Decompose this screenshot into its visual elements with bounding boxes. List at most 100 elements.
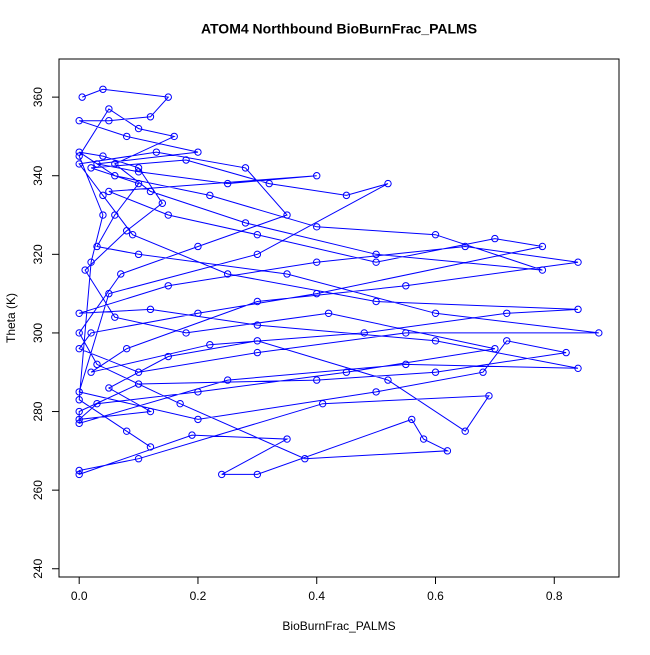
data-point	[75, 309, 83, 317]
data-point	[93, 360, 101, 369]
data-point	[194, 242, 202, 251]
data-point	[223, 270, 232, 278]
data-point	[182, 156, 190, 164]
data-point	[503, 337, 511, 345]
data-point	[75, 388, 83, 396]
data-point	[372, 388, 380, 396]
data-point	[170, 132, 178, 141]
x-axis-label: BioBurnFrac_PALMS	[282, 619, 395, 633]
data-point	[223, 376, 232, 384]
y-tick-label: 260	[31, 480, 45, 500]
data-point	[146, 443, 155, 451]
data-point	[75, 152, 83, 160]
data-point	[503, 309, 511, 317]
data-point	[562, 348, 570, 357]
chart-title: ATOM4 Northbound BioBurnFrac_PALMS	[201, 21, 477, 37]
data-point	[194, 309, 202, 317]
x-tick-label: 0.0	[71, 589, 88, 603]
data-point	[372, 297, 380, 306]
data-point	[431, 309, 440, 317]
data-point	[384, 376, 392, 384]
x-tick-label: 0.2	[190, 589, 207, 603]
data-point	[75, 160, 83, 168]
y-tick-label: 280	[31, 401, 45, 421]
data-point	[122, 344, 131, 353]
x-tick-label: 0.6	[427, 589, 444, 603]
data-point	[75, 148, 83, 156]
data-point	[164, 93, 172, 101]
data-point	[206, 191, 214, 200]
y-tick-label: 240	[31, 558, 45, 578]
data-point	[75, 329, 83, 337]
data-point	[99, 191, 107, 200]
data-point	[134, 250, 143, 259]
data-point	[574, 364, 582, 373]
data-point	[75, 470, 83, 479]
data-point	[253, 348, 262, 357]
data-point	[402, 360, 410, 369]
y-axis-label: Theta (K)	[4, 293, 18, 343]
data-point	[538, 242, 547, 251]
data-point	[164, 352, 172, 361]
data-point	[122, 427, 131, 435]
data-point	[93, 242, 101, 251]
data-point	[134, 164, 143, 172]
data-point	[491, 344, 499, 353]
data-point	[105, 384, 113, 392]
data-point	[134, 380, 143, 388]
data-point	[402, 329, 410, 337]
data-point	[360, 329, 368, 337]
y-tick-label: 300	[31, 323, 45, 343]
data-point	[105, 117, 113, 125]
data-point	[75, 396, 83, 404]
data-point	[313, 376, 321, 384]
data-point	[134, 168, 143, 176]
data-point	[372, 258, 380, 266]
data-point	[253, 250, 262, 259]
data-point	[574, 305, 582, 314]
data-point	[176, 399, 184, 408]
data-point	[194, 415, 202, 424]
data-point	[342, 368, 351, 376]
data-point	[301, 455, 309, 463]
y-tick-label: 360	[31, 87, 45, 107]
data-point	[431, 368, 440, 376]
y-tick-label: 340	[31, 165, 45, 185]
data-point	[122, 132, 131, 141]
data-point	[146, 305, 155, 314]
data-point	[206, 341, 214, 349]
data-point	[99, 211, 107, 219]
data-point	[105, 289, 113, 298]
data-point	[313, 172, 321, 180]
data-point	[105, 187, 113, 196]
data-point	[105, 105, 113, 113]
data-point	[78, 93, 86, 101]
data-point	[87, 258, 95, 266]
data-point	[223, 179, 232, 188]
data-point	[431, 230, 440, 239]
data-point	[164, 282, 172, 290]
data-point	[419, 435, 428, 443]
data-point	[146, 407, 155, 416]
data-point	[146, 187, 155, 196]
data-point	[111, 211, 119, 219]
data-point	[75, 407, 83, 416]
data-point	[117, 270, 125, 278]
data-point	[93, 160, 101, 168]
data-point	[431, 337, 440, 345]
data-point	[253, 470, 262, 479]
data-point	[241, 219, 250, 227]
data-point	[75, 466, 83, 475]
data-point	[253, 230, 262, 239]
data-point	[75, 344, 83, 353]
data-point	[372, 250, 380, 259]
data-point	[75, 419, 83, 428]
x-tick-label: 0.4	[308, 589, 325, 603]
data-point	[408, 415, 416, 424]
data-point	[111, 313, 119, 321]
data-point	[461, 242, 469, 251]
data-point	[491, 234, 499, 243]
data-point	[128, 230, 137, 239]
x-tick-label: 0.8	[546, 589, 563, 603]
